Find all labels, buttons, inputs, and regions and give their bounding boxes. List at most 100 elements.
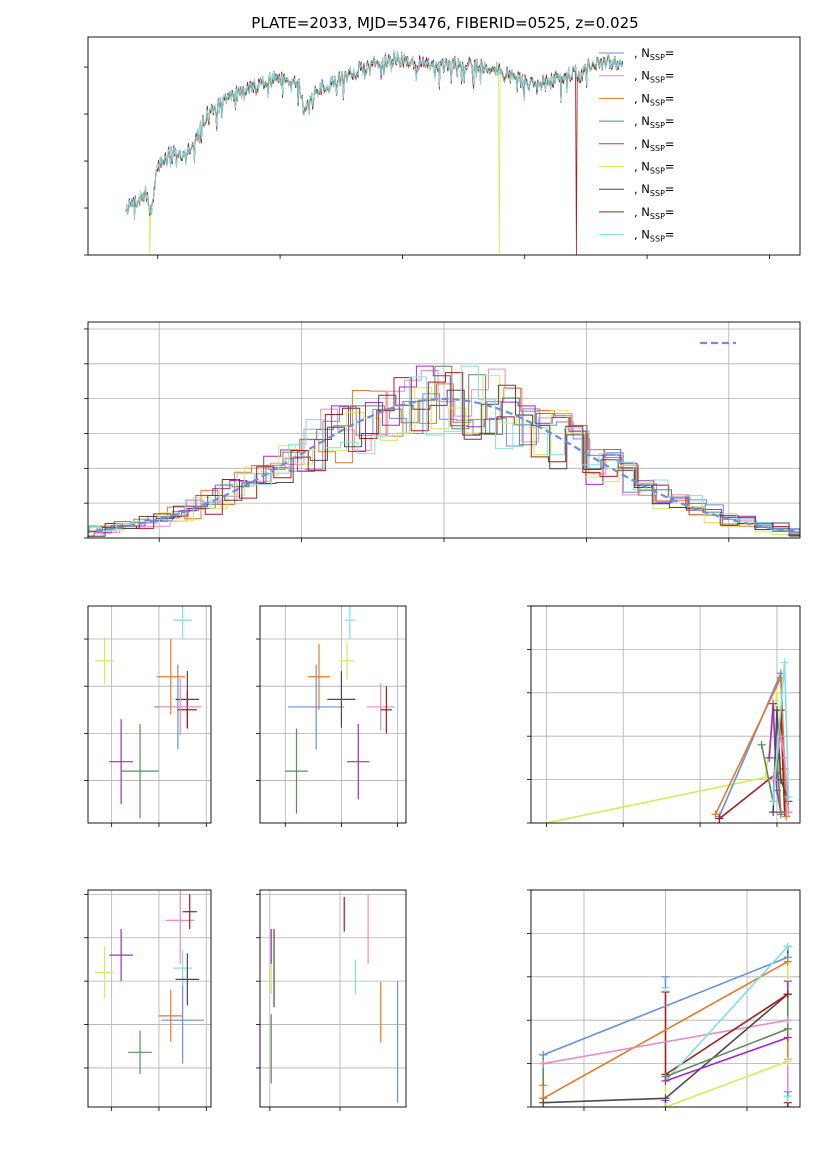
legend-sep: , N bbox=[634, 228, 650, 242]
weight-line bbox=[546, 692, 782, 823]
chart-title: PLATE=2033, MJD=53476, FIBERID=0525, z=0… bbox=[251, 14, 638, 32]
panel-weight-vs-age bbox=[527, 605, 801, 827]
plot-area bbox=[270, 894, 399, 1103]
weight-marker bbox=[783, 1024, 792, 1033]
axes-frame bbox=[87, 36, 801, 256]
gaussian-curve bbox=[88, 397, 800, 534]
axes-frame bbox=[259, 605, 407, 824]
weight-marker bbox=[783, 990, 792, 999]
panel-age-vs-Z bbox=[84, 605, 212, 827]
weight-marker bbox=[661, 1103, 670, 1107]
weight-marker bbox=[783, 942, 792, 951]
weight-marker bbox=[769, 699, 778, 708]
weight-marker bbox=[782, 812, 791, 821]
spectrum-line bbox=[125, 50, 623, 216]
legend-entry: , NSSP= bbox=[634, 137, 675, 153]
legend-sub: SSP bbox=[650, 189, 665, 198]
legend-sep: , N bbox=[634, 160, 650, 174]
legend-eq: = bbox=[665, 205, 675, 219]
weight-marker bbox=[769, 797, 778, 806]
weight-marker bbox=[539, 1098, 548, 1107]
legend-entry: , NSSP= bbox=[634, 114, 675, 130]
axes-frame bbox=[259, 889, 407, 1108]
weight-marker bbox=[784, 792, 793, 801]
legend-sub: SSP bbox=[650, 53, 665, 62]
spectrum-line bbox=[125, 50, 623, 221]
weight-line bbox=[542, 956, 789, 1056]
panel-mass-vs-ebv bbox=[256, 889, 407, 1111]
weight-marker bbox=[783, 957, 792, 966]
weight-line bbox=[665, 1036, 789, 1082]
legend-entry: , NSSP= bbox=[634, 228, 675, 244]
plot-area bbox=[285, 606, 395, 814]
legend-sub: SSP bbox=[650, 144, 665, 153]
weight-marker bbox=[715, 814, 724, 823]
axes-frame bbox=[87, 889, 212, 1108]
histogram-step bbox=[88, 365, 800, 534]
legend-sep: , N bbox=[634, 182, 650, 196]
legend-sep: , N bbox=[634, 114, 650, 128]
spectrum-line bbox=[125, 50, 623, 218]
legend-entry: , NSSP= bbox=[634, 160, 675, 176]
spectrum-line bbox=[125, 51, 623, 217]
legend-eq: = bbox=[665, 114, 675, 128]
legend-sub: SSP bbox=[650, 76, 665, 85]
legend-sep: , N bbox=[634, 205, 650, 219]
legend-sep: , N bbox=[634, 69, 650, 83]
weight-line bbox=[542, 960, 789, 1099]
legend-sub: SSP bbox=[650, 98, 665, 107]
weight-marker bbox=[661, 1094, 670, 1103]
weight-line bbox=[665, 1060, 789, 1107]
panel-residuals bbox=[84, 321, 801, 542]
weight-marker bbox=[776, 810, 785, 819]
legend-entry: , NSSP= bbox=[634, 182, 675, 198]
panel-weight-vs-Z bbox=[527, 889, 801, 1111]
axes-frame bbox=[530, 605, 801, 824]
histogram-step bbox=[88, 375, 800, 535]
weight-marker bbox=[539, 1050, 548, 1059]
legend: , NSSP=, NSSP=, NSSP=, NSSP=, NSSP=, NSS… bbox=[599, 46, 675, 244]
weight-marker bbox=[542, 819, 551, 823]
legend-eq: = bbox=[665, 46, 675, 60]
legend-eq: = bbox=[665, 137, 675, 151]
legend-eq: = bbox=[665, 182, 675, 196]
panel-age-vs-mass bbox=[256, 605, 407, 827]
legend-eq: = bbox=[665, 69, 675, 83]
axes-frame bbox=[530, 889, 801, 1108]
weight-marker bbox=[783, 1016, 792, 1025]
panel-mass-vs-Z bbox=[84, 889, 212, 1111]
weight-marker bbox=[776, 775, 785, 784]
legend-eq: = bbox=[665, 160, 675, 174]
legend-eq: = bbox=[665, 91, 675, 105]
spectrum-line bbox=[125, 50, 623, 217]
legend-sep: , N bbox=[634, 46, 650, 60]
legend-entry: , NSSP= bbox=[634, 205, 675, 221]
legend-sep: , N bbox=[634, 137, 650, 151]
legend-entry: , NSSP= bbox=[634, 91, 675, 107]
weight-marker bbox=[711, 810, 720, 819]
weight-marker bbox=[783, 1033, 792, 1042]
weight-marker bbox=[784, 808, 793, 817]
plot-area bbox=[125, 50, 623, 255]
weight-line bbox=[665, 993, 789, 1076]
weight-line bbox=[665, 1028, 789, 1078]
plot-area bbox=[95, 890, 204, 1075]
spectrum-line bbox=[125, 50, 623, 220]
weight-line bbox=[664, 945, 789, 1082]
weight-marker bbox=[765, 753, 774, 762]
weight-marker bbox=[757, 740, 766, 749]
weight-marker bbox=[661, 1076, 670, 1085]
legend-entry: , NSSP= bbox=[634, 46, 675, 62]
histogram-step bbox=[88, 365, 800, 537]
axes-frame bbox=[87, 605, 212, 824]
histogram-step bbox=[88, 372, 800, 536]
weight-marker bbox=[769, 808, 778, 817]
legend-eq: = bbox=[665, 228, 675, 242]
axes-frame bbox=[87, 321, 801, 539]
legend-sub: SSP bbox=[650, 235, 665, 244]
weight-marker bbox=[780, 658, 789, 667]
plot-area bbox=[88, 365, 800, 537]
legend-sub: SSP bbox=[650, 212, 665, 221]
weight-marker bbox=[772, 706, 781, 715]
